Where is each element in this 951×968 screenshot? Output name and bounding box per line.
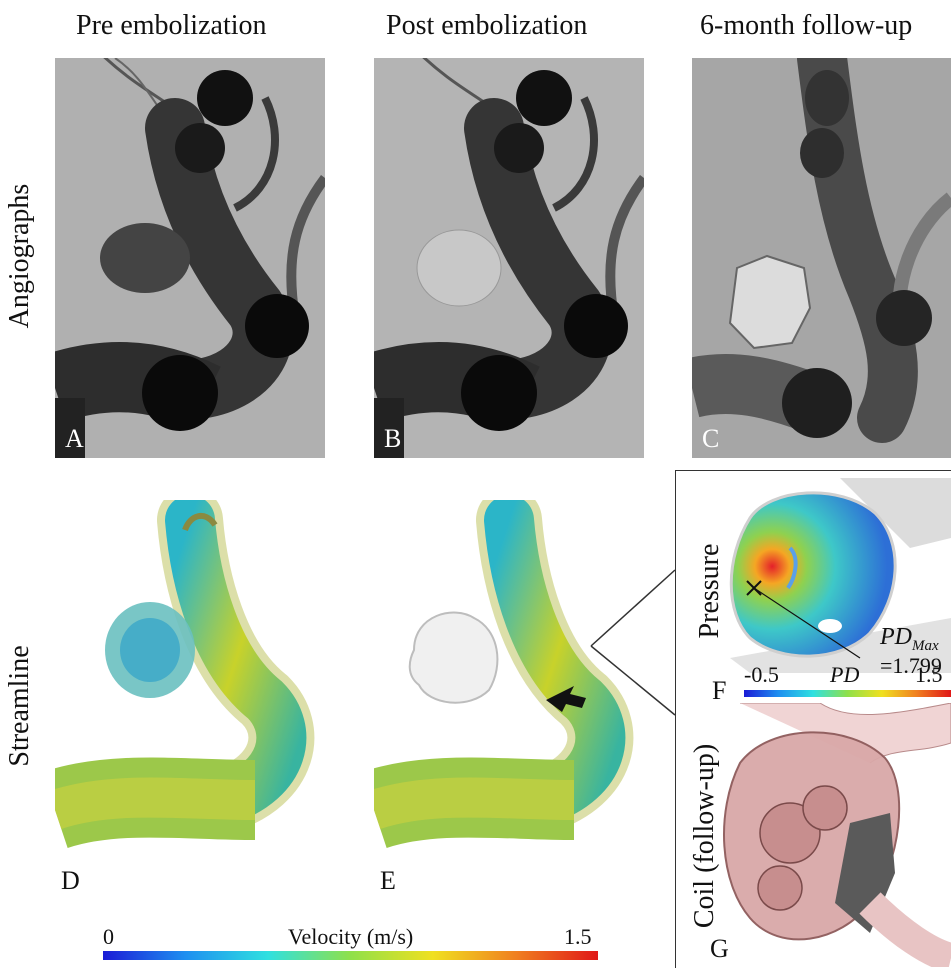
panel-label-c: C [702,424,720,453]
panel-label-g: G [710,934,729,963]
streamline-d-image [55,500,315,849]
velocity-scale-max: 1.5 [564,924,592,949]
pd-max-label-text: PD [880,624,912,650]
streamline-e-image [374,500,634,849]
panel-g-coil [700,703,951,967]
angiograph-a-image [55,58,325,458]
column-title-post: Post embolization [386,10,588,41]
pd-max-label: PDMax [880,624,939,655]
panel-f-pressure [690,478,951,673]
panel-label-f: F [712,676,727,705]
panel-a-angiograph: A [55,58,325,458]
max-pressure-marker [746,580,861,659]
row-label-angiographs: Angiographs [4,183,35,329]
velocity-scale-min: 0 [103,924,114,949]
arrow-icon [546,686,586,712]
row-label-pressure: Pressure [694,543,725,639]
column-title-followup: 6-month follow-up [700,10,913,41]
zoom-callout-lines [590,569,676,716]
pressure-map-image [729,478,951,673]
pd-scale-title: PD [830,662,860,687]
panel-label-b: B [384,424,402,453]
panel-c-angiograph: C [692,58,951,458]
panel-b-angiograph: B [374,58,644,458]
pd-scale-max: 1.5 [915,662,943,687]
velocity-colorbar [103,951,598,960]
angiograph-c-image [692,58,951,458]
row-label-coil: Coil (follow-up) [689,743,720,929]
angiograph-b-image [374,58,644,458]
row-label-streamline: Streamline [4,645,35,767]
pd-max-subscript: Max [912,637,939,654]
panel-label-a: A [65,424,84,453]
column-title-pre: Pre embolization [76,10,267,41]
panel-label-e: E [380,866,396,895]
panel-d-streamline: D [55,500,325,900]
panel-label-d: D [61,866,80,895]
pd-colorbar [744,690,951,697]
panel-e-streamline: E [374,500,644,900]
panel-f-frame [675,470,951,968]
velocity-scale-title: Velocity (m/s) [288,924,414,949]
pd-scale-min: -0.5 [744,662,779,687]
pd-max-value: =1.799 [880,653,942,678]
coil-render-image [722,703,951,967]
